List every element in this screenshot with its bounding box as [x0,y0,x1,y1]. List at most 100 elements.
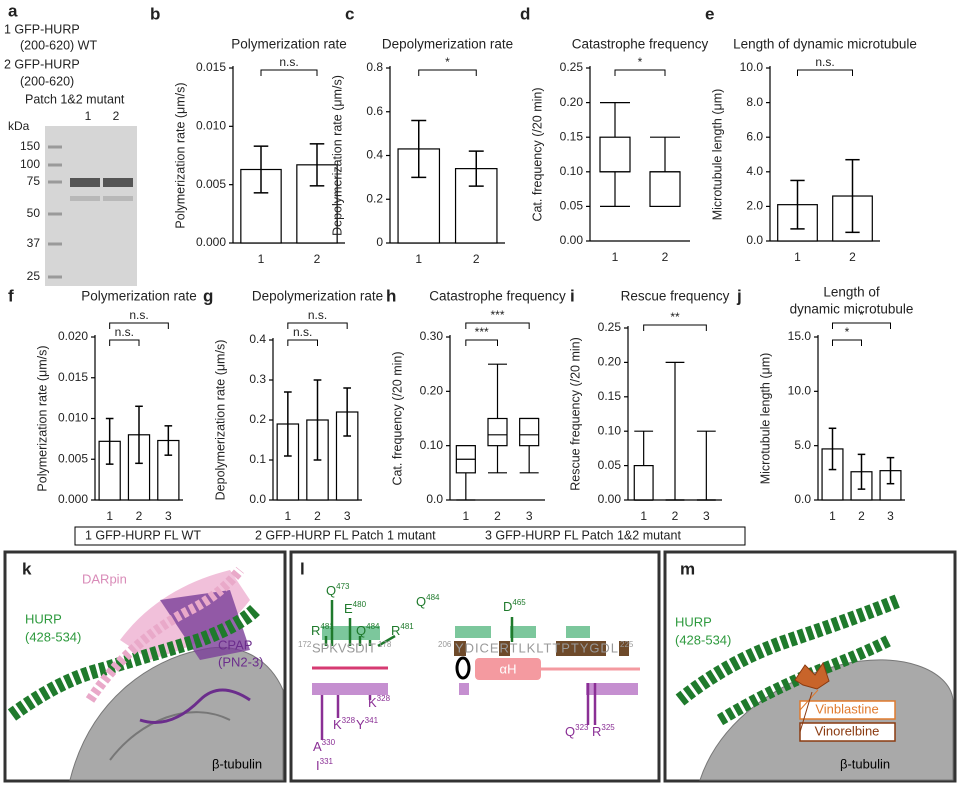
sequence-start: 172 [298,640,312,649]
y-tick-label: 0.05 [598,458,622,472]
y-tick-label: 15.0 [788,329,812,343]
y-tick-label: 0.15 [598,389,622,403]
residue-label: A330 [313,738,336,754]
label-sup: 484 [366,622,380,631]
legend-entry: 3 GFP-HURP FL Patch 1&2 mutant [485,528,681,542]
x-tick-label: 2 [136,509,143,523]
significance-label: * [845,325,850,339]
chart-title: Catastrophe frequency [429,289,566,304]
label-sup: 481 [400,622,414,631]
significance-bracket [465,322,530,329]
x-tick-label: 1 [829,509,836,523]
marker-band [48,145,62,149]
y-tick-label: 0.10 [420,438,444,452]
gel-band [70,196,100,201]
significance-bracket [260,69,318,76]
marker-band [48,180,62,184]
panel-label: j [736,286,742,305]
significance-bracket [832,322,891,329]
helix-label: αH [500,661,517,676]
label-sup: 480 [353,600,367,609]
label-sup: 331 [320,757,334,766]
sequence-end: 225 [620,640,634,649]
significance-bracket [465,339,498,346]
residue-label: I331 [316,757,334,773]
significance-bracket [797,69,853,76]
significance-bracket [287,339,318,346]
marker-label: 150 [20,139,40,153]
significance-bracket [287,322,348,329]
residue-label: R325 [592,723,615,739]
y-axis-label: Depolymerization rate (μm/s) [213,340,227,501]
x-tick-label: 1 [612,250,619,264]
x-tick-label: 2 [314,509,321,523]
y-tick-label: 0.0 [426,492,443,506]
marker-label: 75 [27,174,41,188]
y-tick-label: 0.00 [598,492,622,506]
x-tick-label: 1 [415,252,422,266]
y-tick-label: 0.30 [420,329,444,343]
panel-label: g [203,286,213,305]
y-tick-label: 0.000 [58,492,88,506]
y-axis-label: Polymerization rate (μm/s) [35,345,49,491]
panel-label: d [520,4,530,23]
x-tick-label: 2 [858,509,865,523]
y-tick-label: 0.015 [58,370,88,384]
x-tick-label: 3 [344,509,351,523]
y-tick-label: 6.0 [746,129,763,143]
chart-title: Rescue frequency [621,289,730,304]
structure-label: HURP [25,611,62,626]
y-tick-label: 0.2 [249,412,266,426]
structure-label: CPAP [218,637,252,652]
marker-band [48,212,62,216]
label-text: Q [326,583,336,598]
label-text: Q [565,724,575,739]
significance-label: n.s. [279,55,298,69]
label-text: Q [416,594,426,609]
panel-label: c [345,4,354,23]
y-axis-label: Cat. frequency (/20 min) [530,87,544,221]
significance-label: * [859,308,864,322]
box [599,136,631,173]
residue-label: Q323 [565,723,589,739]
legend-box [74,526,746,546]
y-tick-label: 10.0 [740,60,764,74]
x-tick-label: 2 [473,252,480,266]
significance-label: *** [490,308,504,322]
x-tick-label: 2 [314,252,321,266]
gel-band [70,178,100,187]
residue-label: E480 [344,600,367,616]
label-sup: 473 [336,582,350,591]
chart-title: Length of [823,285,880,300]
significance-label: * [445,55,450,69]
residue-label: R481 [391,622,414,638]
y-axis-label: Microtubule length (μm) [758,353,772,485]
chart-title: dynamic microtubule [790,302,914,317]
structure-label: (PN2-3) [218,654,264,669]
sequence-start: 206 [438,640,452,649]
y-axis-label: Cat. frequency (/20 min) [390,351,404,485]
marker-label: 37 [27,236,41,250]
label-sup: 330 [322,738,336,747]
y-tick-label: 0.0 [794,492,811,506]
y-tick-label: 0 [376,235,383,249]
residue-label: Y341 [356,716,379,732]
lane-label: 2 [113,109,120,123]
residue-label: Q484 [416,593,440,609]
chart-title: Catastrophe frequency [572,37,709,52]
y-tick-label: 0.4 [249,332,266,346]
y-tick-label: 0.005 [196,177,226,191]
box [519,417,540,447]
x-tick-label: 1 [462,509,469,523]
y-tick-label: 0.20 [598,355,622,369]
panel-label: m [680,559,695,578]
residue-label: K328 [333,716,356,732]
y-tick-label: 0.10 [598,423,622,437]
y-tick-label: 0.015 [196,60,226,74]
sequence: SPKVSDIT [312,640,376,655]
significance-bracket [614,69,666,76]
y-axis-label: Polymerization rate (μm/s) [173,82,187,228]
x-tick-label: 1 [640,509,647,523]
significance-label: n.s. [308,308,327,322]
